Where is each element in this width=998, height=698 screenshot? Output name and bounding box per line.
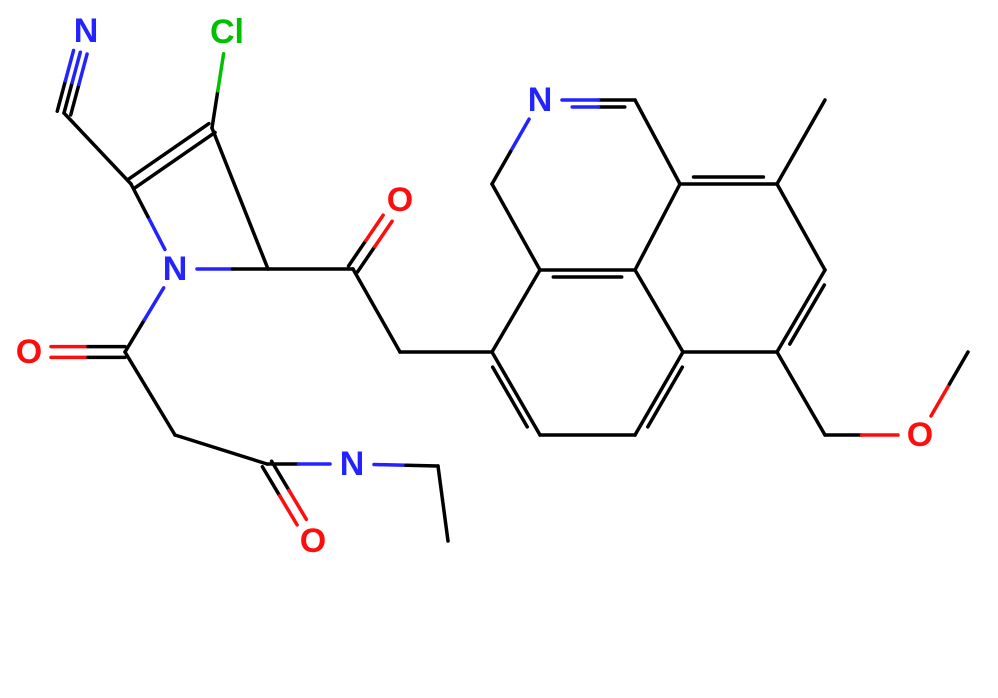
bond xyxy=(492,270,540,352)
atom-label-n: N xyxy=(528,81,553,119)
bond xyxy=(406,465,438,466)
bond xyxy=(148,217,165,250)
bond xyxy=(931,384,949,416)
bond xyxy=(125,320,144,352)
bond xyxy=(438,466,448,541)
atom-label-o: O xyxy=(387,181,413,219)
bond xyxy=(125,352,175,435)
atom-label-o: O xyxy=(300,522,326,560)
bond xyxy=(777,270,825,352)
bond xyxy=(175,435,267,464)
bond xyxy=(492,152,511,184)
bond xyxy=(635,352,683,435)
bond xyxy=(493,367,528,427)
bond xyxy=(635,100,680,184)
bond xyxy=(648,367,683,427)
bond xyxy=(511,119,530,151)
atom-label-n: N xyxy=(340,445,365,483)
atom-label-o: O xyxy=(907,416,933,454)
bond xyxy=(212,128,268,269)
bond xyxy=(492,184,540,270)
bond xyxy=(635,270,683,352)
bond xyxy=(777,100,825,184)
bond xyxy=(218,54,224,91)
bond xyxy=(635,184,680,270)
bond xyxy=(777,184,825,270)
atom-label-cl: Cl xyxy=(210,13,244,51)
bond xyxy=(374,465,406,466)
bond xyxy=(790,285,825,344)
atom-label-n: N xyxy=(74,12,99,50)
bond xyxy=(128,124,209,180)
bond xyxy=(492,352,540,435)
bond xyxy=(950,352,968,384)
bond xyxy=(64,113,131,184)
atom-label-n: N xyxy=(163,250,188,288)
bond xyxy=(144,288,163,320)
bond xyxy=(777,352,825,435)
atom-label-o: O xyxy=(16,333,42,371)
bond xyxy=(353,269,400,352)
bond xyxy=(134,132,215,188)
molecule-diagram: O N N N Cl O N O O xyxy=(0,0,998,698)
bond xyxy=(212,91,218,128)
